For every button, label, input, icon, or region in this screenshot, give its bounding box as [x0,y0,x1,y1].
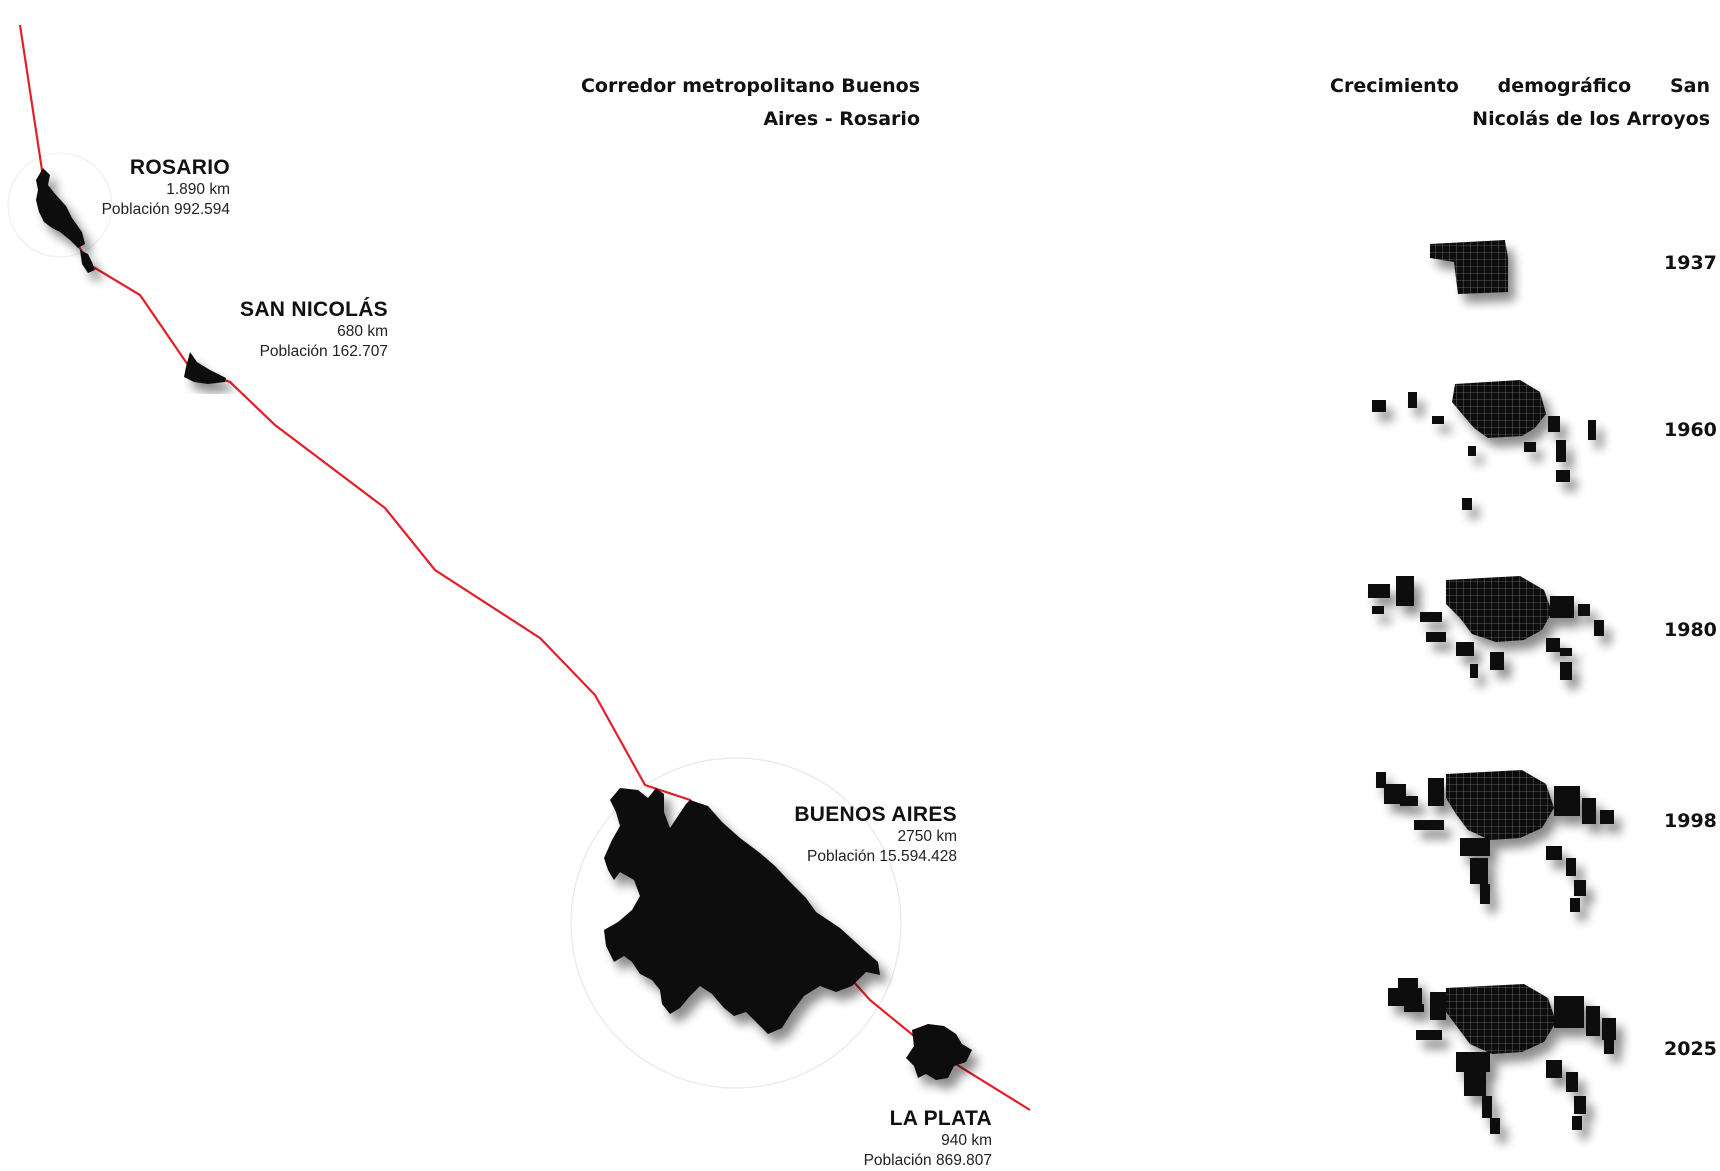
buenos-aires-urban-area [604,788,880,1034]
city-population: Población 15.594.428 [807,848,957,865]
growth-map-1960 [1372,380,1596,510]
year-label: 2025 [1664,1038,1717,1060]
year-label: 1998 [1664,810,1717,832]
city-area: 680 km [337,323,388,340]
rosario-ring [7,152,113,258]
city-population: Población 162.707 [259,343,388,360]
city-population: Población 869.807 [863,1152,992,1169]
year-label: 1980 [1664,619,1717,641]
growth-map-1980 [1368,576,1604,680]
city-name: LA PLATA [889,1107,992,1130]
city-population: Población 992.594 [101,201,230,218]
city-area: 2750 km [897,828,957,845]
year-label: 1937 [1664,252,1717,274]
city-label-rosario: ROSARIO 1.890 km Población 992.594 [40,155,230,220]
rosario-urban-area [36,168,95,273]
corridor-title: Corredor metropolitano Buenos Aires - Ro… [580,75,920,130]
city-name: SAN NICOLÁS [240,298,388,321]
growth-map-2025 [1388,978,1616,1134]
growth-map-1998 [1376,770,1614,912]
city-area: 1.890 km [166,181,230,198]
city-label-san-nicolas: SAN NICOLÁS 680 km Población 162.707 [160,297,388,362]
year-label: 1960 [1664,419,1717,441]
growth-map-1937 [1430,240,1508,294]
city-area: 940 km [941,1132,992,1149]
buenos-aires-ring [570,757,902,1089]
san-nicolas-urban-area [184,352,226,384]
city-name: ROSARIO [129,156,230,179]
city-label-la-plata: LA PLATA 940 km Población 869.807 [780,1106,992,1171]
growth-title: Crecimiento demográfico San Nicolás de l… [1330,75,1710,130]
city-name: BUENOS AIRES [794,803,957,826]
city-label-buenos-aires: BUENOS AIRES 2750 km Población 15.594.42… [700,802,957,867]
la-plata-urban-area [906,1024,972,1080]
